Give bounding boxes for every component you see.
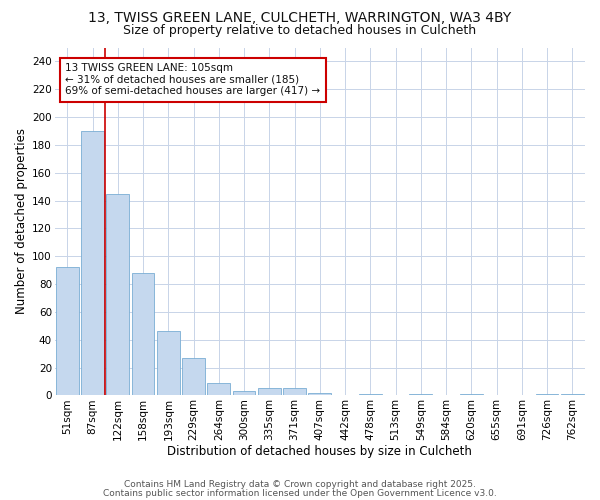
Bar — [157, 332, 179, 396]
Bar — [182, 358, 205, 396]
Bar — [283, 388, 306, 396]
Bar — [258, 388, 281, 396]
Bar — [208, 383, 230, 396]
Bar — [233, 392, 256, 396]
Bar — [132, 273, 154, 396]
Bar — [536, 394, 559, 396]
Bar — [106, 194, 129, 396]
Text: Contains public sector information licensed under the Open Government Licence v3: Contains public sector information licen… — [103, 488, 497, 498]
Bar — [81, 131, 104, 396]
Bar — [56, 268, 79, 396]
Y-axis label: Number of detached properties: Number of detached properties — [15, 128, 28, 314]
Text: Size of property relative to detached houses in Culcheth: Size of property relative to detached ho… — [124, 24, 476, 37]
Text: 13 TWISS GREEN LANE: 105sqm
← 31% of detached houses are smaller (185)
69% of se: 13 TWISS GREEN LANE: 105sqm ← 31% of det… — [65, 63, 320, 96]
Text: 13, TWISS GREEN LANE, CULCHETH, WARRINGTON, WA3 4BY: 13, TWISS GREEN LANE, CULCHETH, WARRINGT… — [88, 11, 512, 25]
Bar — [308, 392, 331, 396]
X-axis label: Distribution of detached houses by size in Culcheth: Distribution of detached houses by size … — [167, 444, 472, 458]
Bar — [561, 394, 584, 396]
Text: Contains HM Land Registry data © Crown copyright and database right 2025.: Contains HM Land Registry data © Crown c… — [124, 480, 476, 489]
Bar — [409, 394, 432, 396]
Bar — [359, 394, 382, 396]
Bar — [460, 394, 483, 396]
